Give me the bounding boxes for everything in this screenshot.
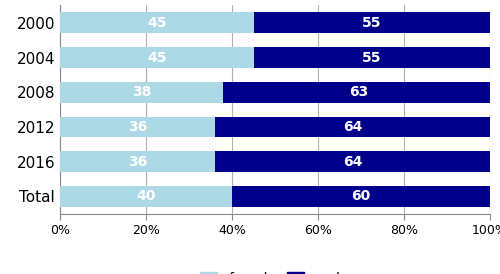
Bar <box>60 116 215 137</box>
Bar <box>60 47 254 68</box>
Text: 45: 45 <box>147 50 167 65</box>
Legend: female, male: female, male <box>195 267 355 274</box>
Text: 60: 60 <box>352 189 370 203</box>
Bar <box>215 151 490 172</box>
Bar <box>224 82 494 103</box>
Text: 36: 36 <box>128 155 147 169</box>
Bar <box>60 12 254 33</box>
Text: 55: 55 <box>362 50 382 65</box>
Text: 38: 38 <box>132 85 152 99</box>
Text: 55: 55 <box>362 16 382 30</box>
Text: 40: 40 <box>136 189 156 203</box>
Bar <box>232 186 490 207</box>
Text: 64: 64 <box>342 155 362 169</box>
Text: 64: 64 <box>342 120 362 134</box>
Bar <box>60 151 215 172</box>
Bar <box>60 82 224 103</box>
Bar <box>254 47 490 68</box>
Bar <box>60 186 232 207</box>
Text: 45: 45 <box>147 16 167 30</box>
Bar <box>254 12 490 33</box>
Text: 63: 63 <box>349 85 368 99</box>
Bar <box>215 116 490 137</box>
Text: 36: 36 <box>128 120 147 134</box>
